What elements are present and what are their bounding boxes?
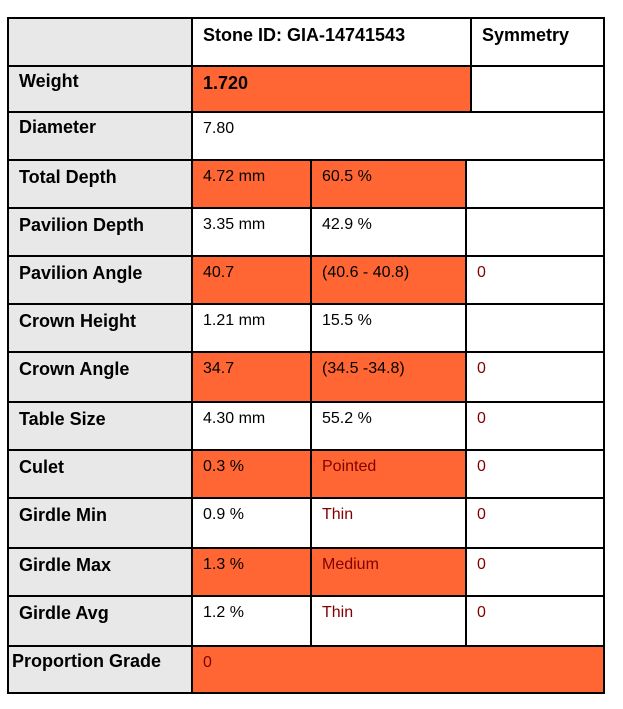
crown-angle-value: 34.7 — [191, 351, 312, 403]
pavilion-depth-mm: 3.35 mm — [191, 207, 312, 257]
proportion-grade-label: Proportion Grade — [7, 645, 193, 694]
stone-id-header: Stone ID: GIA-14741543 — [191, 17, 472, 67]
crown-angle-label: Crown Angle — [7, 351, 193, 403]
crown-height-pct: 15.5 % — [310, 303, 467, 353]
pavilion-depth-pct: 42.9 % — [310, 207, 467, 257]
weight-value: 1.720 — [191, 65, 472, 113]
pavilion-angle-symmetry: 0 — [465, 255, 605, 305]
girdle-avg-symmetry: 0 — [465, 595, 605, 647]
symmetry-header: Symmetry — [470, 17, 605, 67]
culet-value: 0.3 % — [191, 449, 312, 499]
proportion-grade-value: 0 — [191, 645, 605, 694]
girdle-min-symmetry: 0 — [465, 497, 605, 549]
girdle-min-value: 0.9 % — [191, 497, 312, 549]
header-empty-cell — [7, 17, 193, 67]
crown-height-symmetry — [465, 303, 605, 353]
girdle-avg-desc: Thin — [310, 595, 467, 647]
girdle-max-symmetry: 0 — [465, 547, 605, 597]
crown-angle-range: (34.5 -34.8) — [310, 351, 467, 403]
table-size-label: Table Size — [7, 401, 193, 451]
pavilion-angle-value: 40.7 — [191, 255, 312, 305]
table-size-symmetry: 0 — [465, 401, 605, 451]
pavilion-depth-symmetry — [465, 207, 605, 257]
culet-label: Culet — [7, 449, 193, 499]
diameter-label: Diameter — [7, 111, 193, 161]
girdle-max-value: 1.3 % — [191, 547, 312, 597]
crown-angle-symmetry: 0 — [465, 351, 605, 403]
girdle-min-label: Girdle Min — [7, 497, 193, 549]
pavilion-angle-range: (40.6 - 40.8) — [310, 255, 467, 305]
culet-symmetry: 0 — [465, 449, 605, 499]
crown-height-label: Crown Height — [7, 303, 193, 353]
weight-symmetry — [470, 65, 605, 113]
girdle-max-desc: Medium — [310, 547, 467, 597]
total-depth-mm: 4.72 mm — [191, 159, 312, 209]
girdle-avg-label: Girdle Avg — [7, 595, 193, 647]
girdle-max-label: Girdle Max — [7, 547, 193, 597]
girdle-avg-value: 1.2 % — [191, 595, 312, 647]
weight-label: Weight — [7, 65, 193, 113]
table-size-pct: 55.2 % — [310, 401, 467, 451]
pavilion-depth-label: Pavilion Depth — [7, 207, 193, 257]
pavilion-angle-label: Pavilion Angle — [7, 255, 193, 305]
total-depth-label: Total Depth — [7, 159, 193, 209]
girdle-min-desc: Thin — [310, 497, 467, 549]
total-depth-symmetry — [465, 159, 605, 209]
crown-height-mm: 1.21 mm — [191, 303, 312, 353]
total-depth-pct: 60.5 % — [310, 159, 467, 209]
culet-desc: Pointed — [310, 449, 467, 499]
diameter-value: 7.80 — [191, 111, 605, 161]
table-size-mm: 4.30 mm — [191, 401, 312, 451]
